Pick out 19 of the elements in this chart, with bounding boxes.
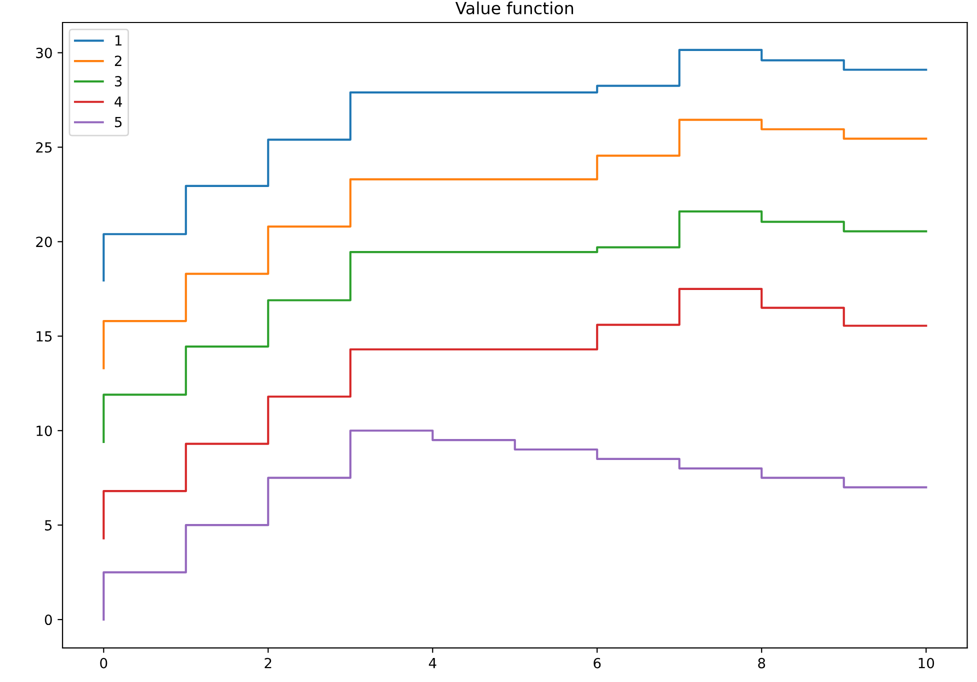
y-tick-label: 0: [44, 614, 52, 626]
legend-label: 1: [115, 35, 122, 46]
y-tick-label: 25: [36, 142, 52, 153]
x-tick-label: 0: [100, 658, 108, 668]
legend-label: 3: [114, 76, 122, 87]
y-tick-label: 5: [45, 520, 52, 531]
legend-label: 2: [114, 56, 122, 66]
chart-title: Value function: [455, 2, 574, 14]
x-tick-label: 10: [918, 658, 934, 668]
y-tick-label: 15: [36, 331, 52, 342]
legend-label: 5: [114, 116, 122, 128]
x-tick-label: 8: [758, 658, 766, 668]
y-tick-label: 20: [36, 236, 52, 248]
y-tick-label: 30: [36, 48, 52, 58]
x-tick-label: 2: [264, 658, 272, 668]
x-tick-label: 6: [594, 658, 601, 668]
legend-label: 4: [114, 96, 122, 107]
y-tick-label: 10: [36, 426, 52, 436]
x-tick-label: 4: [428, 658, 436, 668]
